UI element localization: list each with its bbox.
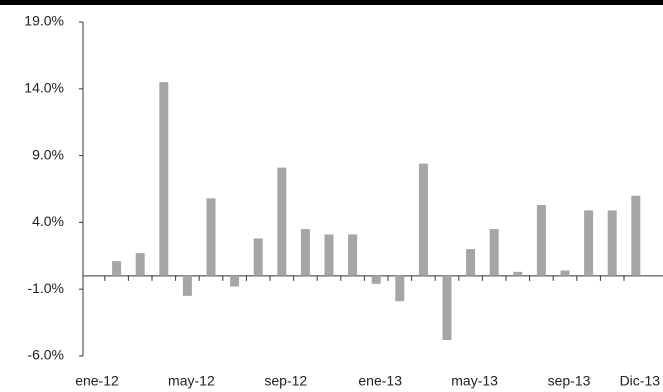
bar <box>348 234 358 276</box>
bar <box>135 253 145 276</box>
bar <box>442 275 452 340</box>
y-tick-label: -6.0% <box>27 347 64 363</box>
bar <box>206 198 216 276</box>
y-tick-label: 14.0% <box>24 80 64 96</box>
bar <box>631 195 641 276</box>
bar <box>418 163 428 276</box>
bar <box>466 249 476 276</box>
bar <box>560 270 570 276</box>
x-tick-label: sep-12 <box>264 373 307 389</box>
bar <box>371 275 381 284</box>
x-tick-label: may-13 <box>451 373 498 389</box>
x-tick-label: ene-13 <box>358 373 402 389</box>
y-tick-label: -1.0% <box>27 280 64 296</box>
y-tick-label: 19.0% <box>24 13 64 29</box>
bar <box>489 229 499 276</box>
y-tick-label: 4.0% <box>32 213 64 229</box>
bar <box>584 210 594 276</box>
bar <box>324 234 334 276</box>
x-tick-label: ene-12 <box>75 373 119 389</box>
y-tick-label: 9.0% <box>32 146 64 162</box>
bar <box>112 261 122 276</box>
x-tick-label: may-12 <box>168 373 215 389</box>
top-border <box>0 0 663 5</box>
bar <box>300 229 310 276</box>
bar <box>395 275 405 302</box>
bar <box>159 82 169 276</box>
bar <box>607 210 617 276</box>
x-tick-label: Dic-13 <box>620 373 661 389</box>
bar <box>513 271 523 276</box>
bar <box>182 275 192 296</box>
bar <box>536 205 546 276</box>
x-tick-label: sep-13 <box>548 373 591 389</box>
bar <box>253 238 263 276</box>
bar <box>277 167 287 276</box>
bar <box>230 275 240 287</box>
